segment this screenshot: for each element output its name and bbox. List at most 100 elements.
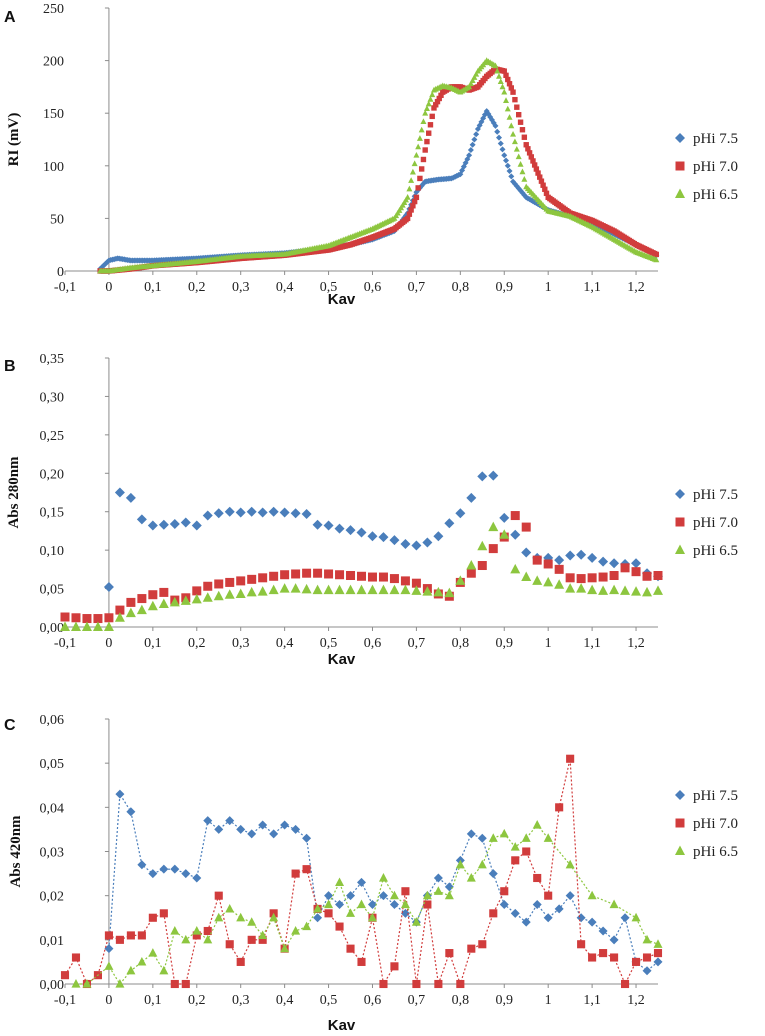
data-point — [400, 584, 411, 595]
y-tick-label: 0,05 — [40, 583, 65, 598]
data-point — [538, 178, 545, 184]
data-point — [114, 612, 125, 622]
data-point — [543, 190, 550, 197]
data-point — [466, 492, 477, 503]
data-point — [515, 153, 522, 160]
data-point — [214, 824, 224, 834]
data-point — [504, 105, 511, 112]
data-point — [70, 621, 81, 631]
data-point — [313, 913, 323, 923]
data-point — [409, 168, 416, 175]
data-point — [500, 887, 509, 896]
x-axis-label: Kav — [328, 651, 356, 668]
data-point — [192, 873, 202, 883]
data-point — [565, 573, 575, 583]
data-point — [148, 869, 158, 879]
data-point — [565, 583, 576, 593]
data-point — [525, 146, 531, 152]
x-tick-label: 0,7 — [408, 280, 426, 295]
data-point — [269, 912, 279, 922]
data-point — [510, 563, 521, 574]
data-point — [653, 939, 663, 948]
data-point — [125, 492, 136, 503]
data-point — [357, 899, 366, 909]
x-axis-label: Kav — [328, 291, 356, 308]
data-point — [302, 865, 311, 874]
data-point — [389, 584, 400, 595]
data-point — [433, 531, 444, 542]
data-point — [467, 944, 476, 953]
data-point — [587, 552, 598, 563]
y-tick-label: 150 — [43, 107, 64, 122]
data-point — [577, 940, 586, 949]
data-point — [158, 598, 169, 608]
legend-marker — [675, 489, 685, 499]
data-point — [170, 926, 180, 935]
legend-label: pHi 7.0 — [693, 159, 738, 175]
data-point — [497, 78, 504, 85]
data-point — [427, 96, 434, 102]
data-point — [433, 586, 444, 597]
data-point — [236, 912, 246, 922]
data-point — [357, 877, 366, 887]
x-tick-label: 1,1 — [583, 993, 601, 1008]
data-point — [588, 953, 597, 962]
data-point — [71, 979, 81, 988]
data-point — [511, 856, 520, 865]
data-point — [411, 917, 421, 926]
data-point — [455, 859, 465, 869]
legend-label: pHi 7.5 — [693, 487, 738, 503]
legend-label: pHi 7.5 — [693, 131, 738, 147]
data-point — [279, 583, 290, 593]
data-point — [620, 913, 630, 923]
data-point — [126, 965, 136, 975]
data-point — [225, 816, 235, 826]
data-point — [236, 576, 246, 586]
chart-panel-C: C 0,00 0,01 0,02 0,03 0,04 0,05 0,06 -0,1 0 0,1 0,2… — [4, 713, 738, 1034]
data-point — [519, 168, 526, 175]
data-point — [126, 807, 136, 817]
y-tick-label: 0,25 — [40, 429, 65, 444]
data-point — [71, 613, 81, 623]
series-line — [108, 792, 659, 972]
data-point — [379, 979, 388, 989]
data-point — [609, 558, 620, 569]
data-point — [521, 522, 531, 532]
data-point — [444, 890, 454, 900]
data-point — [418, 126, 425, 133]
data-point — [378, 891, 388, 901]
data-point — [587, 890, 597, 900]
data-point — [214, 891, 223, 900]
x-tick-label: 1,2 — [627, 280, 645, 295]
series-phi-7-0 — [60, 754, 663, 989]
data-point — [456, 979, 465, 989]
data-point — [499, 828, 509, 838]
data-point — [521, 917, 531, 927]
data-point — [514, 104, 520, 110]
legend-marker — [675, 161, 685, 171]
data-point — [356, 527, 367, 538]
data-point — [408, 177, 415, 183]
data-point — [269, 571, 279, 581]
legend-label: pHi 7.0 — [693, 816, 738, 832]
data-point — [521, 134, 528, 140]
data-point — [125, 607, 136, 618]
data-point — [410, 203, 416, 209]
data-point — [609, 584, 620, 595]
data-point — [540, 182, 546, 188]
data-point — [543, 913, 553, 923]
x-tick-label: 1 — [545, 636, 552, 651]
data-point — [466, 560, 477, 570]
data-point — [631, 912, 641, 922]
data-point — [543, 576, 554, 587]
x-tick-label: 0,2 — [188, 280, 206, 295]
data-point — [431, 105, 437, 111]
series-phi-7-5 — [97, 108, 660, 272]
data-point — [631, 567, 641, 577]
data-point — [565, 859, 575, 869]
legend-label: pHi 7.5 — [693, 788, 738, 804]
data-point — [280, 570, 290, 580]
data-point — [433, 873, 443, 883]
data-point — [367, 531, 378, 542]
data-point — [269, 829, 279, 839]
